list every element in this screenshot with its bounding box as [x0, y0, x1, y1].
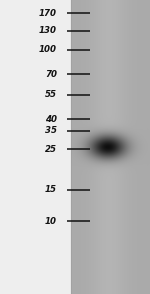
Text: 130: 130 — [39, 26, 57, 35]
Text: 15: 15 — [45, 185, 57, 194]
Text: 25: 25 — [45, 145, 57, 153]
Text: 70: 70 — [45, 70, 57, 78]
Text: 40: 40 — [45, 115, 57, 123]
Text: 55: 55 — [45, 90, 57, 99]
Text: 10: 10 — [45, 217, 57, 225]
Text: 35: 35 — [45, 126, 57, 135]
Text: 170: 170 — [39, 9, 57, 18]
Text: 100: 100 — [39, 46, 57, 54]
